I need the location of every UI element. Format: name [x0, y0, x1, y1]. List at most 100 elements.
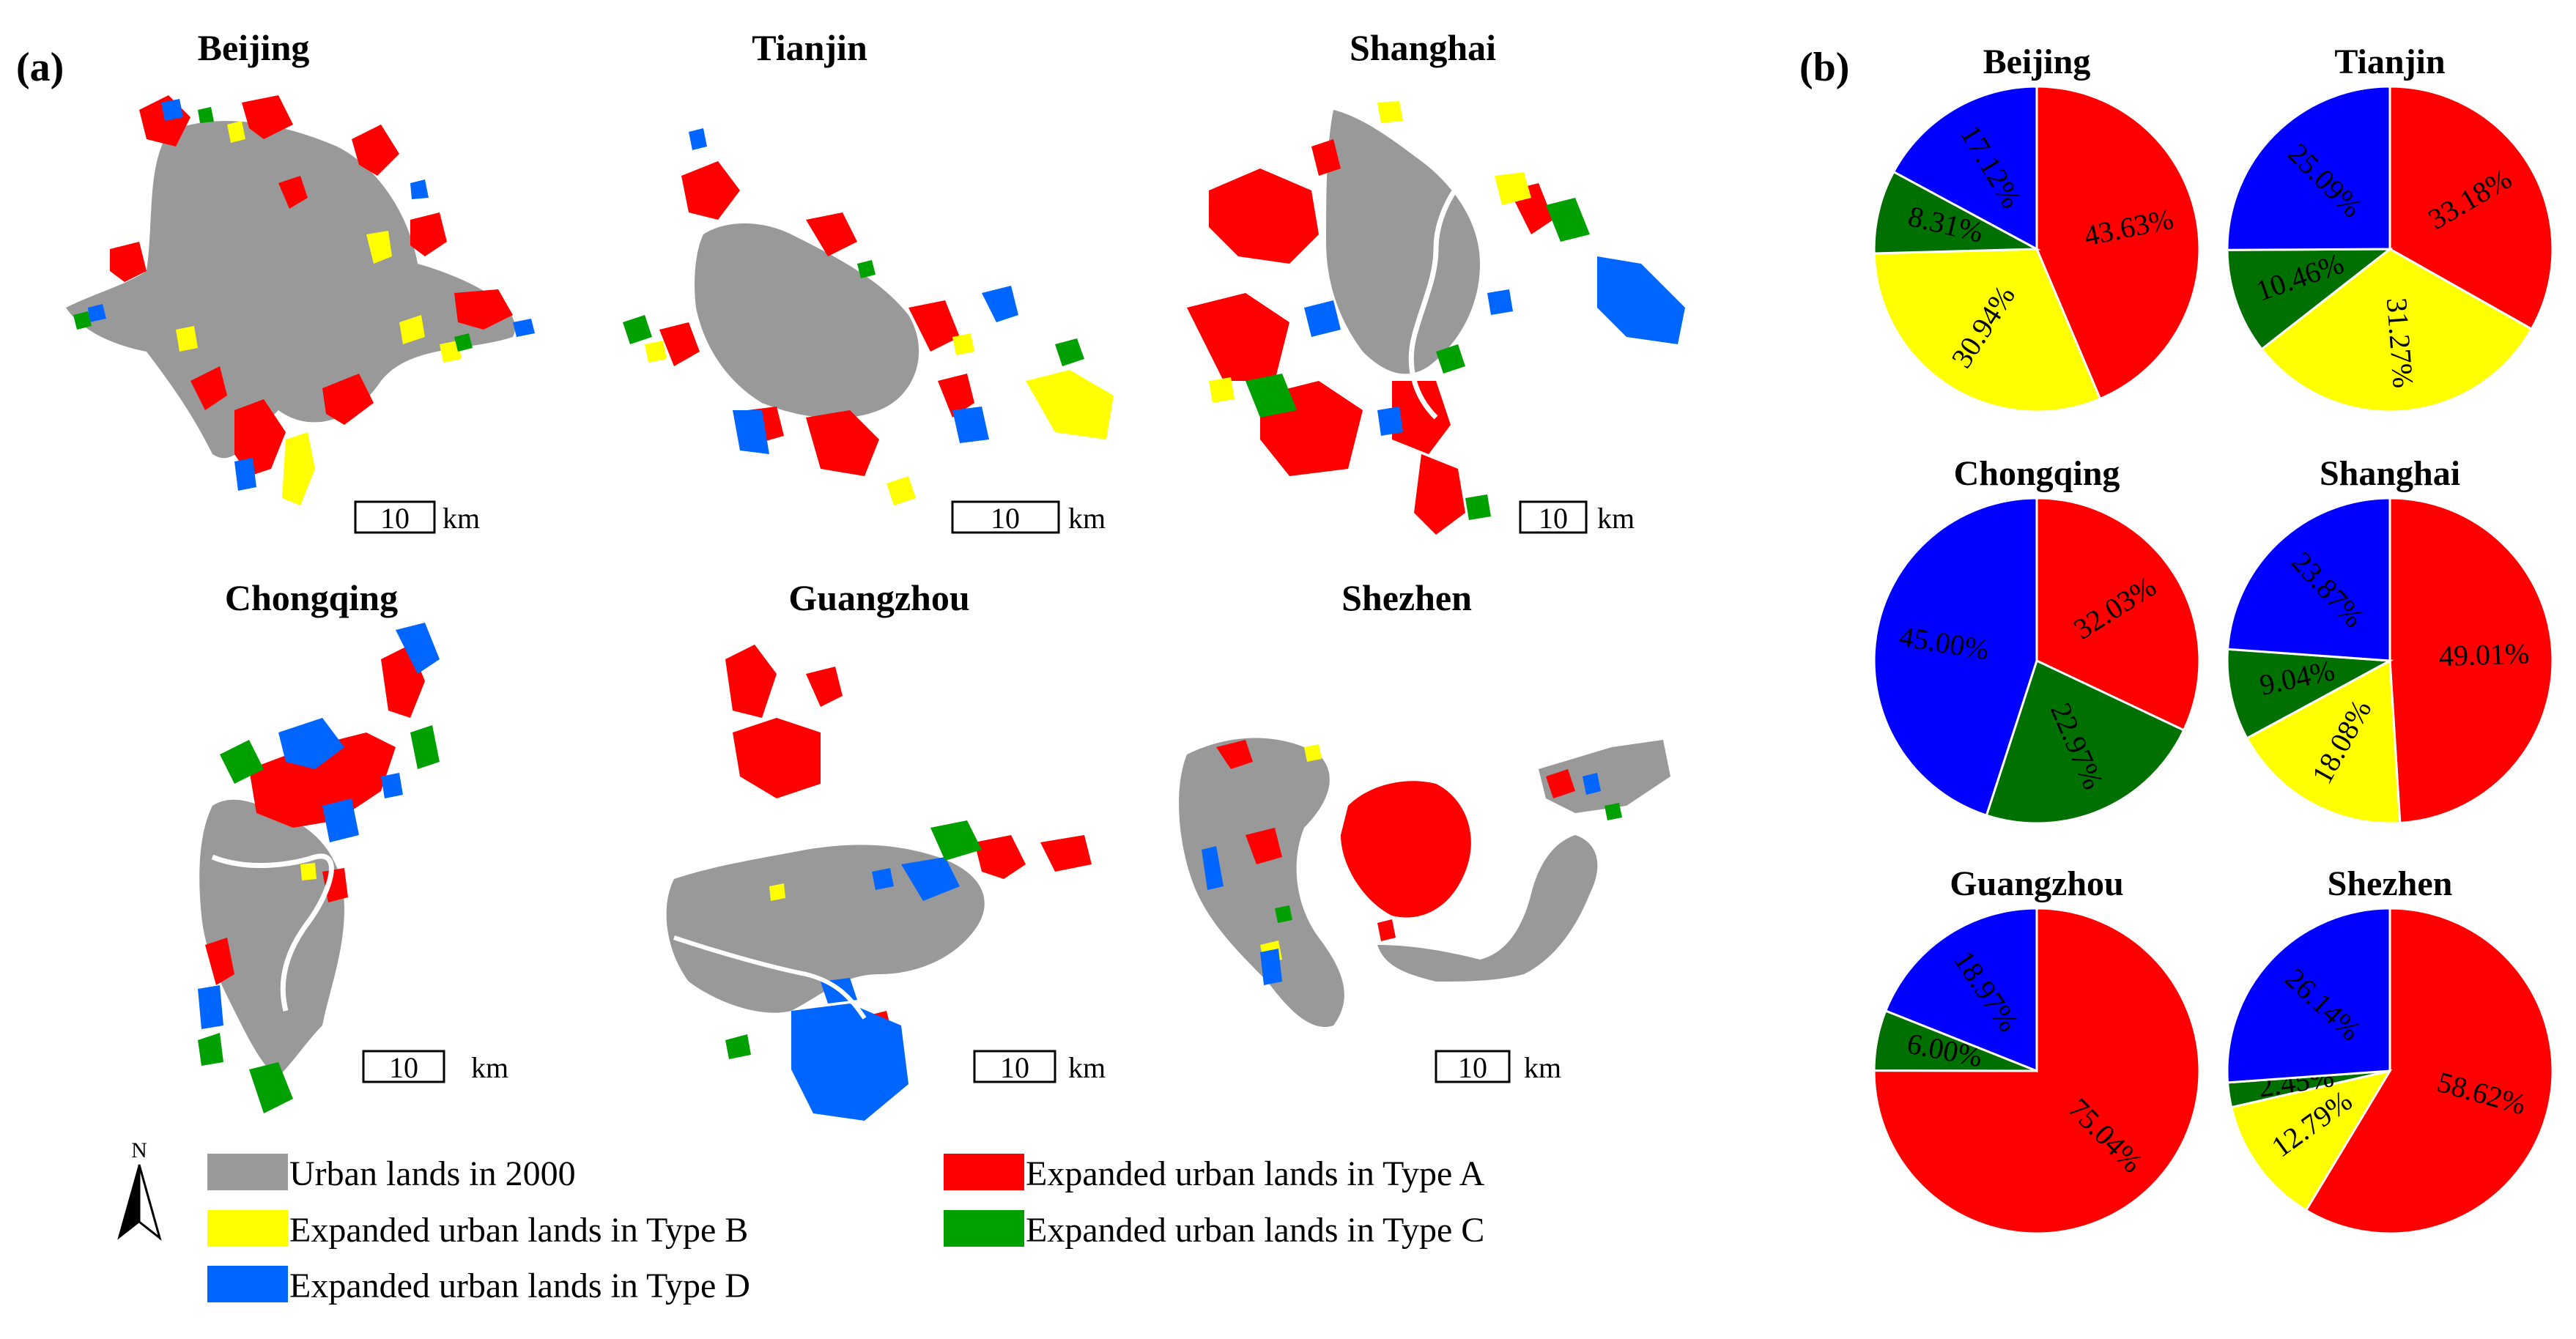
map-title-chongqing: Chongqing [225, 577, 398, 618]
pie-slice-tianjin-type-b [2259, 248, 2534, 413]
pie-title-shanghai: Shanghai [2320, 454, 2460, 493]
map-beijing: Beijing 10 km [66, 27, 535, 535]
type-a-beijing [110, 95, 513, 476]
scale-value-guangzhou: 10 [1000, 1051, 1029, 1084]
legend: Urban lands in 2000 Expanded urban lands… [207, 1154, 1485, 1305]
urban-2000-shanghai [1326, 110, 1480, 374]
pie-title-beijing: Beijing [1983, 42, 2091, 81]
scale-unit-beijing: km [443, 502, 480, 535]
legend-label-type-a: Expanded urban lands in Type A [1026, 1154, 1485, 1193]
pie-slice-shezhen-type-a [2304, 907, 2554, 1235]
legend-label-urban-2000: Urban lands in 2000 [289, 1154, 576, 1193]
type-b-guangzhou [769, 883, 785, 901]
scale-value-tianjin: 10 [991, 502, 1020, 535]
scale-unit-guangzhou: km [1068, 1051, 1106, 1084]
pie-slice-shezhen-type-d [2226, 907, 2391, 1084]
pie-title-tianjin: Tianjin [2334, 42, 2445, 81]
pie-slice-shanghai-type-a [2388, 497, 2554, 825]
pie-slice-tianjin-type-c [2226, 248, 2394, 351]
pie-title-chongqing: Chongqing [1954, 454, 2120, 493]
pie-title-guangzhou: Guangzhou [1950, 864, 2123, 903]
type-d-beijing [88, 99, 535, 491]
map-title-shezhen: Shezhen [1341, 577, 1472, 618]
type-d-shanghai [1304, 256, 1685, 436]
urban-2000-guangzhou [666, 845, 985, 1013]
scale-unit-chongqing: km [471, 1051, 508, 1084]
pie-slice-beijing-type-c [1873, 170, 2041, 255]
map-title-shanghai: Shanghai [1350, 27, 1496, 68]
type-c-guangzhou [725, 820, 982, 1059]
north-arrow-icon-half [138, 1164, 162, 1242]
type-d-guangzhou [791, 857, 960, 1121]
pie-slice-shanghai-type-d [2226, 497, 2391, 662]
map-guangzhou: Guangzhou 10 km [666, 577, 1106, 1121]
map-tianjin: Tianjin 10 km [623, 27, 1114, 535]
scale-value-shezhen: 10 [1458, 1051, 1487, 1084]
legend-label-type-b: Expanded urban lands in Type B [289, 1211, 748, 1250]
legend-swatch-urban-2000 [207, 1154, 288, 1190]
type-a-chongqing [205, 645, 425, 985]
urban-2000-shezhen [1179, 738, 1670, 1027]
pie-label-tianjin-type-b: 31.27% [2380, 297, 2420, 389]
map-shezhen: Shezhen 10 km [1179, 577, 1670, 1084]
map-title-guangzhou: Guangzhou [788, 577, 969, 618]
scale-unit-shezhen: km [1524, 1051, 1561, 1084]
pie-slice-shezhen-type-b [2229, 1069, 2393, 1212]
legend-swatch-type-a [944, 1154, 1024, 1190]
scale-bar-shanghai [1519, 500, 1588, 534]
north-arrow: N [117, 1138, 162, 1242]
scale-value-beijing: 10 [380, 502, 410, 535]
north-arrow-icon [117, 1164, 140, 1240]
scale-value-chongqing: 10 [389, 1051, 418, 1084]
map-title-tianjin: Tianjin [752, 27, 867, 68]
pie-slice-beijing-type-a [2035, 85, 2201, 401]
urban-2000-chongqing [199, 799, 344, 1077]
pie-slice-beijing-type-b [1873, 248, 2102, 413]
scale-unit-shanghai: km [1597, 502, 1635, 535]
pie-slice-tianjin-type-a [2388, 85, 2554, 331]
pie-slice-chongqing-type-d [1873, 497, 2038, 817]
pie-label-shanghai-type-a: 49.01% [2438, 637, 2530, 672]
pie-slice-tianjin-type-d [2226, 85, 2391, 251]
urban-2000-tianjin [695, 223, 919, 418]
legend-swatch-type-c [944, 1210, 1024, 1247]
map-chongqing: Chongqing 10 km [198, 577, 508, 1113]
scale-unit-tianjin: km [1068, 502, 1106, 535]
north-arrow-label: N [131, 1138, 147, 1162]
type-a-shanghai [1187, 139, 1553, 535]
type-d-chongqing [198, 623, 440, 1029]
scale-bar-chongqing [362, 1050, 445, 1083]
river-chongqing [211, 853, 334, 1012]
legend-label-type-c: Expanded urban lands in Type C [1026, 1211, 1484, 1250]
pie-title-shezhen: Shezhen [2328, 864, 2453, 903]
river-guangzhou [673, 935, 867, 1020]
type-a-guangzhou [725, 645, 1092, 1047]
pie-slice-chongqing-type-c [1985, 659, 2185, 825]
scale-bar-shezhen [1435, 1050, 1511, 1083]
scale-bar-tianjin [951, 500, 1060, 534]
pie-charts: Beijing43.63%30.94%8.31%17.12%Tianjin33.… [1873, 42, 2554, 1235]
panel-a: (a) Beijing 10 km Tianjin 10 km [16, 27, 1685, 1305]
pie-slice-chongqing-type-a [2035, 497, 2201, 732]
legend-label-type-d: Expanded urban lands in Type D [289, 1266, 750, 1305]
panel-b-label: (b) [1799, 45, 1849, 90]
map-title-beijing: Beijing [198, 27, 310, 68]
map-shanghai: Shanghai 10 km [1187, 27, 1685, 535]
pie-slice-guangzhou-type-d [1884, 907, 2038, 1073]
panel-b: (b) Beijing43.63%30.94%8.31%17.12%Tianji… [1799, 42, 2554, 1235]
pie-slice-beijing-type-d [1892, 85, 2038, 251]
scale-value-shanghai: 10 [1539, 502, 1568, 535]
pie-slice-guangzhou-type-a [1873, 907, 2201, 1235]
type-a-shezhen [1216, 740, 1575, 941]
legend-swatch-type-b [207, 1210, 288, 1247]
legend-swatch-type-d [207, 1266, 288, 1302]
panel-a-label: (a) [16, 45, 64, 90]
